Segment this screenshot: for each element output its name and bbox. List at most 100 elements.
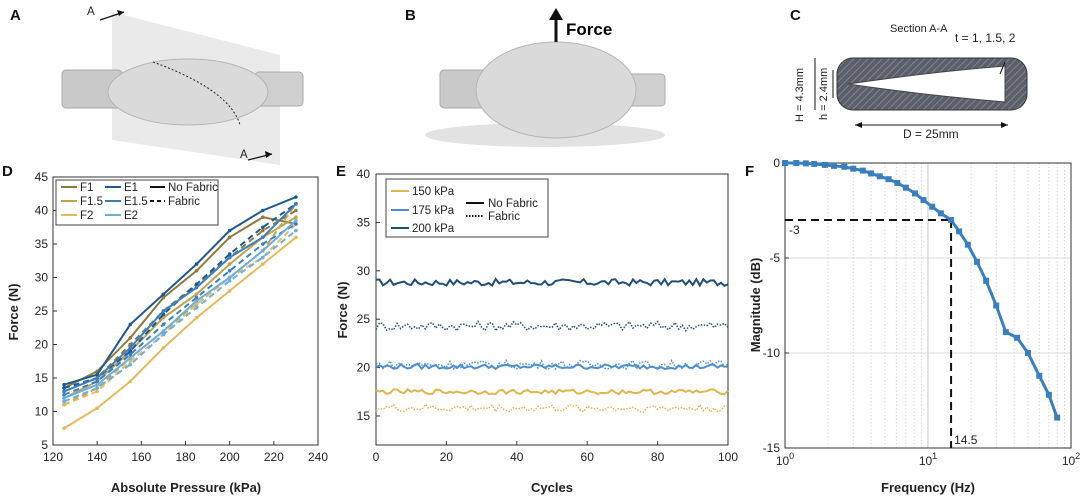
series-line-200-kpa-solid (375, 277, 729, 288)
data-point-f (902, 184, 909, 191)
xlabel-e: Cycles (531, 480, 573, 495)
data-point-d (227, 279, 232, 283)
data-point-d (227, 255, 232, 260)
data-point-d (62, 389, 66, 394)
x-tick-label-d: 120 (43, 450, 63, 464)
legend-e: 150 kPa 175 kPa 200 kPa No Fabric Fabric (385, 178, 549, 238)
data-point-f (868, 170, 875, 177)
series-line-f1-solid (63, 216, 297, 389)
data-point-d (294, 218, 298, 223)
data-point-d (260, 225, 265, 230)
section-diagram: C Section A-A t = 1, 1.5, 2 D = 25mm H =… (790, 7, 1028, 141)
legend-fabric-e: Fabric (488, 211, 520, 223)
legend-d: F1 F1.5 F2 E1 E1.5 E2 No Fabric Fabric (55, 179, 219, 226)
data-point-d (260, 228, 265, 233)
x-tick-label-e: 40 (510, 450, 524, 464)
y-tick-label-f: -15 (763, 441, 781, 455)
data-point-d (128, 379, 133, 384)
data-point-d (62, 382, 66, 387)
D-arrow-left (855, 122, 862, 128)
plot-frame-f (784, 162, 1072, 449)
y-tick-label-e: 40 (357, 167, 371, 181)
y-tick-label-d: 35 (35, 237, 49, 251)
series-line-e1-solid (63, 196, 297, 386)
data-point-d (128, 336, 133, 340)
section-mark-top: A (87, 6, 95, 18)
data-point-d (95, 372, 99, 377)
photo-b: B Force (405, 7, 666, 147)
data-point-f (885, 176, 892, 183)
data-point-d (260, 208, 265, 213)
actuator-body-a (107, 58, 269, 126)
y-tick-label-d: 20 (35, 338, 49, 352)
legend-f2: F2 (80, 210, 93, 222)
data-point-d (294, 202, 298, 206)
data-point-f (894, 179, 901, 186)
ylabel-e: Force (N) (335, 281, 350, 338)
data-point-f (859, 167, 866, 174)
data-point-f (841, 163, 848, 170)
x-tick-label-f: 101 (919, 451, 937, 468)
y-tick-label-e: 35 (357, 215, 371, 229)
h-label: h = 2.4mm (818, 68, 830, 120)
data-point-f (1036, 372, 1043, 379)
data-point-d (227, 269, 232, 273)
section-title: Section A-A (890, 23, 948, 35)
data-point-d (95, 382, 99, 387)
y-tick-label-d: 40 (35, 204, 49, 218)
x-tick-label-d: 140 (87, 450, 107, 464)
data-point-f (956, 228, 963, 235)
panel-label-a: A (10, 7, 21, 24)
data-point-d (128, 352, 133, 357)
data-point-f (929, 203, 936, 210)
data-point-d (294, 208, 298, 213)
chart-f: F 100 101 102 0 -5 -10 -15 -3 14.5 Frequency (H… (745, 156, 1080, 495)
y-tick-label-e: 30 (357, 264, 371, 278)
series-line-e15-dashed (63, 223, 297, 396)
data-point-d (194, 262, 199, 266)
legend-nofabric-d: No Fabric (168, 182, 218, 194)
y-tick-label-d: 15 (35, 371, 49, 385)
section-line (152, 61, 241, 126)
data-point-d (194, 295, 199, 300)
ylabel-d: Force (N) (6, 283, 21, 340)
section-mark-bottom: A (240, 149, 248, 161)
data-point-d (294, 222, 298, 226)
series-line-150-kpa-dotted (375, 403, 729, 414)
D-arrow-right (1001, 122, 1008, 128)
data-point-f (811, 160, 818, 167)
data-point-d (227, 262, 232, 266)
y-tick-label-e: 15 (357, 409, 371, 423)
data-point-d (194, 315, 199, 320)
data-point-d (161, 295, 166, 300)
ylabel-f: Magnitude (dB) (748, 258, 763, 353)
data-point-d (161, 346, 166, 350)
legend-fabric-d: Fabric (168, 196, 200, 208)
data-point-d (62, 403, 66, 407)
data-point-f (1002, 329, 1009, 336)
data-point-f (802, 160, 809, 167)
panel-label-e: E (336, 163, 346, 180)
data-point-d (294, 235, 298, 240)
x-tick-label-f: 102 (1062, 451, 1080, 468)
x-tick-label-e: 20 (440, 450, 454, 464)
chart-e: E 0 20 40 60 80 100 15 20 25 30 35 40 150 kPa 175 k… (335, 163, 738, 495)
data-point-d (95, 386, 99, 390)
y-tick-label-d: 5 (41, 438, 48, 452)
data-point-f (973, 258, 980, 265)
data-point-d (128, 349, 133, 354)
force-label: Force (566, 20, 612, 39)
section-cavity (847, 65, 1006, 103)
panel-label-b: B (405, 7, 416, 24)
legend-e2: E2 (124, 210, 138, 222)
data-point-d (194, 292, 199, 297)
data-point-f (830, 162, 837, 169)
legend-200: 200 kPa (412, 223, 455, 235)
series-line-150-kpa-solid (375, 388, 729, 396)
data-point-d (227, 275, 232, 280)
data-point-f (948, 217, 955, 223)
data-point-d (161, 292, 166, 297)
legend-nofabric-e: No Fabric (488, 198, 538, 210)
x-tick-label-e: 80 (651, 450, 665, 464)
data-point-d (128, 322, 133, 327)
